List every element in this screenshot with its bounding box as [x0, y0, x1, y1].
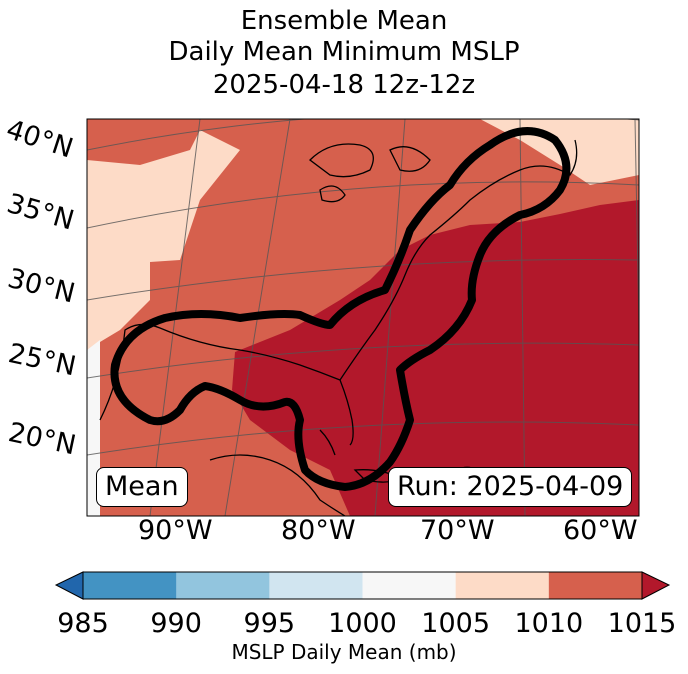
- title-line-2: Daily Mean Minimum MSLP: [168, 37, 520, 67]
- colorbar-segment: [362, 572, 457, 599]
- colorbar-tick-label: 1010: [514, 608, 584, 639]
- colorbar-tick-label: 990: [150, 608, 202, 639]
- lon-label-70w: 70°W: [420, 515, 495, 546]
- colorbar-segment: [455, 572, 550, 599]
- field-1005-1010: [87, 130, 240, 350]
- mean-label-box: Mean: [96, 467, 188, 507]
- lon-label-90w: 90°W: [138, 515, 213, 546]
- colorbar: [82, 571, 643, 600]
- colorbar-extend-high: [641, 571, 671, 600]
- colorbar-tick-label: 985: [57, 608, 109, 639]
- map-panel: [87, 119, 639, 516]
- colorbar-segment: [83, 572, 177, 599]
- colorbar-label: MSLP Daily Mean (mb): [231, 640, 457, 664]
- title-line-3: 2025-04-18 12z-12z: [212, 70, 476, 100]
- field-1015: [232, 200, 639, 516]
- colorbar-segment: [176, 572, 270, 599]
- run-date-box: Run: 2025-04-09: [388, 467, 633, 507]
- mean-contour: [110, 127, 571, 491]
- lon-label-60w: 60°W: [563, 515, 638, 546]
- colorbar-segment: [548, 572, 643, 599]
- colorbar-tick-label: 1015: [607, 608, 677, 639]
- graticule: [87, 119, 639, 516]
- lon-label-80w: 80°W: [281, 515, 356, 546]
- colorbar-tick-label: 995: [243, 608, 296, 639]
- colorbar-tick-label: 1005: [421, 608, 491, 639]
- colorbar-segment: [269, 572, 363, 599]
- title-line-1: Ensemble Mean: [240, 6, 448, 36]
- colorbar-extend-low: [54, 571, 84, 600]
- map-frame: [86, 118, 640, 517]
- colorbar-tick-label: 1000: [328, 608, 397, 639]
